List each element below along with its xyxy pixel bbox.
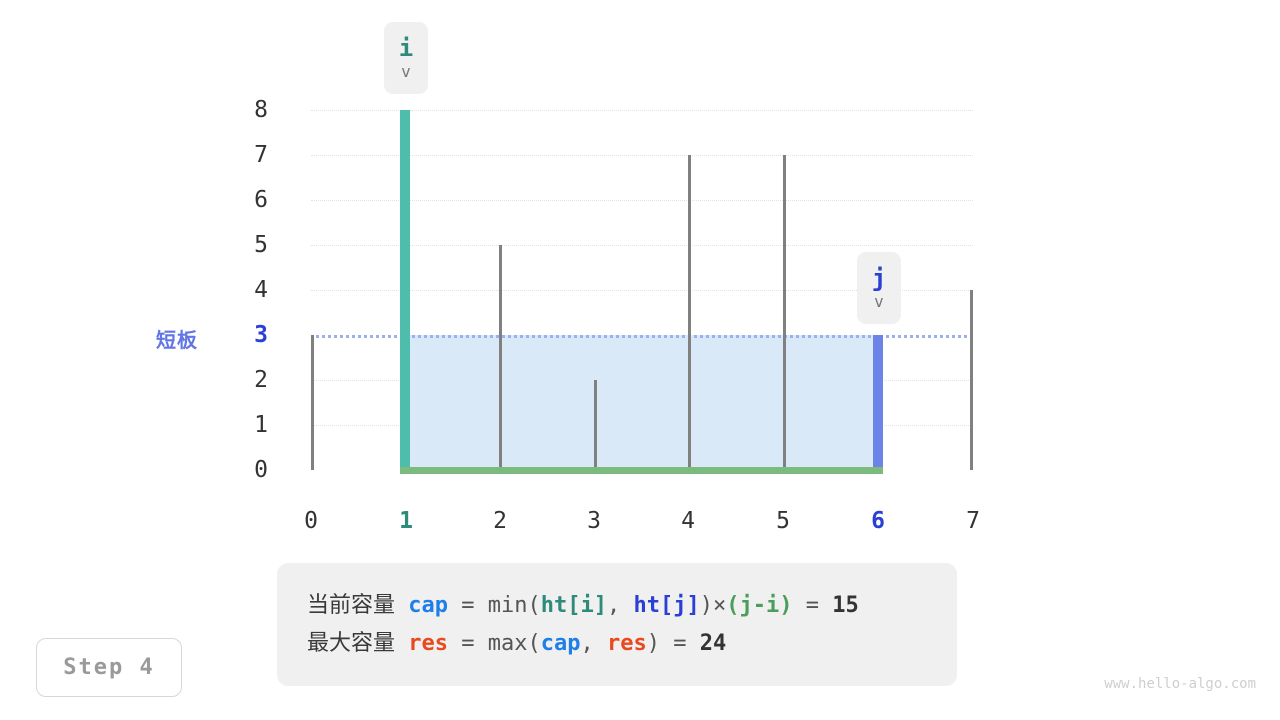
formula-equals-4: =	[673, 630, 687, 656]
formula-prefix-max: 最大容量	[307, 630, 396, 656]
formula-arg-res: res	[607, 630, 647, 656]
x-tick-1: 1	[399, 508, 413, 534]
x-tick-2: 2	[493, 508, 507, 534]
x-tick-4: 4	[681, 508, 695, 534]
pointer-tag-j[interactable]: j v	[857, 252, 901, 324]
short-board-label: 短板	[156, 328, 198, 352]
gridline-5	[311, 245, 973, 246]
formula-fn-min: min(	[487, 592, 541, 618]
y-tick-0: 0	[254, 457, 268, 483]
y-tick-3: 3	[254, 322, 268, 348]
plot-area	[311, 110, 973, 474]
formula-var-res: res	[408, 630, 449, 656]
formula-close-paren-2: )	[646, 630, 660, 656]
bar-0	[311, 335, 314, 470]
formula-close-paren-1: )	[699, 592, 713, 618]
chevron-down-icon: v	[874, 292, 884, 311]
x-tick-6: 6	[871, 508, 885, 534]
bar-5	[783, 155, 786, 470]
formula-comma-1: ,	[606, 592, 621, 618]
step-badge: Step 4	[36, 638, 182, 697]
formula-comma-2: ,	[580, 630, 594, 656]
gridline-7	[311, 155, 973, 156]
pointer-i-label: i	[398, 34, 414, 62]
formula-line-current-capacity: 当前容量 cap = min(ht[i], ht[j])×(j-i) = 15	[307, 592, 957, 618]
bar-1-pointer-i	[400, 110, 410, 470]
gridline-6	[311, 200, 973, 201]
formula-equals-2: =	[805, 592, 819, 618]
container-base-line	[400, 467, 883, 474]
y-tick-2: 2	[254, 367, 268, 393]
pointer-tag-i[interactable]: i v	[384, 22, 428, 94]
formula-fn-max: max(	[487, 630, 541, 656]
water-fill-area	[405, 335, 878, 470]
formula-factor-j-minus-i: (j-i)	[726, 592, 793, 618]
y-tick-1: 1	[254, 412, 268, 438]
bar-7	[970, 290, 973, 470]
short-board-level-line	[311, 335, 973, 338]
chevron-down-icon: v	[401, 62, 411, 81]
bar-6-pointer-j	[873, 335, 883, 470]
formula-result-res: 24	[699, 630, 727, 656]
gridline-4	[311, 290, 973, 291]
formula-equals-1: =	[461, 592, 475, 618]
gridline-8	[311, 110, 973, 111]
formula-result-cap: 15	[832, 592, 859, 618]
x-tick-0: 0	[304, 508, 318, 534]
pointer-j-label: j	[871, 264, 887, 292]
y-tick-6: 6	[254, 187, 268, 213]
x-tick-3: 3	[587, 508, 601, 534]
y-tick-5: 5	[254, 232, 268, 258]
x-tick-5: 5	[776, 508, 790, 534]
y-tick-4: 4	[254, 277, 268, 303]
formula-line-max-capacity: 最大容量 res = max(cap, res) = 24	[307, 630, 957, 656]
formula-arg-ht-i: ht[i]	[540, 592, 607, 618]
formula-equals-3: =	[461, 630, 475, 656]
bar-3	[594, 380, 597, 470]
formula-times-sign: ×	[712, 592, 727, 618]
y-tick-8: 8	[254, 97, 268, 123]
y-tick-7: 7	[254, 142, 268, 168]
x-tick-7: 7	[966, 508, 980, 534]
formula-panel: 当前容量 cap = min(ht[i], ht[j])×(j-i) = 15 …	[277, 563, 957, 686]
formula-var-cap: cap	[408, 592, 449, 618]
formula-arg-ht-j: ht[j]	[633, 592, 700, 618]
formula-arg-cap: cap	[540, 630, 581, 656]
watermark: www.hello-algo.com	[1104, 676, 1256, 692]
bar-2	[499, 245, 502, 470]
bar-4	[688, 155, 691, 470]
formula-prefix-current: 当前容量	[307, 592, 396, 618]
